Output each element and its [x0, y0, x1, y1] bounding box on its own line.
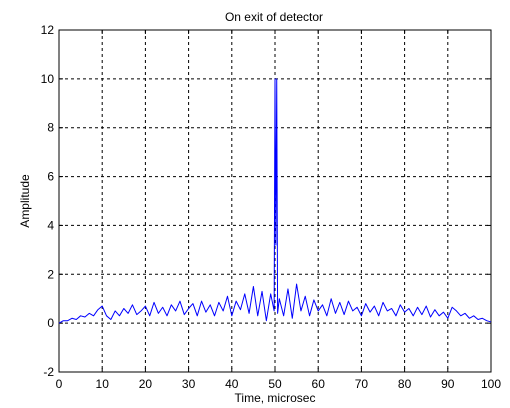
- x-axis-tick-labels: 0 10 20 30 40 50 60 70 80 90 100: [56, 377, 502, 391]
- x-tick-label: 40: [225, 377, 239, 391]
- series-line: [58, 78, 492, 324]
- x-tick-label: 90: [441, 377, 455, 391]
- y-tick-label: 2: [47, 267, 54, 281]
- y-tick-label: 4: [47, 218, 54, 232]
- x-tick-label: 10: [96, 377, 110, 391]
- chart-title: On exit of detector: [225, 10, 323, 24]
- x-tick-label: 100: [481, 377, 501, 391]
- y-tick-label: 8: [47, 121, 54, 135]
- x-tick-label: 80: [398, 377, 412, 391]
- x-tick-label: 60: [312, 377, 326, 391]
- x-tick-label: 20: [139, 377, 153, 391]
- y-tick-label: 0: [47, 316, 54, 330]
- y-axis-label: Amplitude: [18, 174, 32, 228]
- y-axis-tick-labels: -2 0 2 4 6 8 10 12: [41, 23, 55, 379]
- x-tick-label: 0: [56, 377, 63, 391]
- y-tick-label: -2: [43, 365, 54, 379]
- x-tick-label: 30: [182, 377, 196, 391]
- series-layer: [58, 78, 492, 324]
- y-tick-label: 6: [47, 170, 54, 184]
- x-tick-label: 50: [268, 377, 282, 391]
- x-tick-label: 70: [355, 377, 369, 391]
- y-tick-label: 10: [41, 72, 55, 86]
- y-tick-label: 12: [41, 23, 55, 37]
- axis-ticks: [58, 29, 492, 373]
- x-axis-label: Time, microsec: [235, 391, 316, 405]
